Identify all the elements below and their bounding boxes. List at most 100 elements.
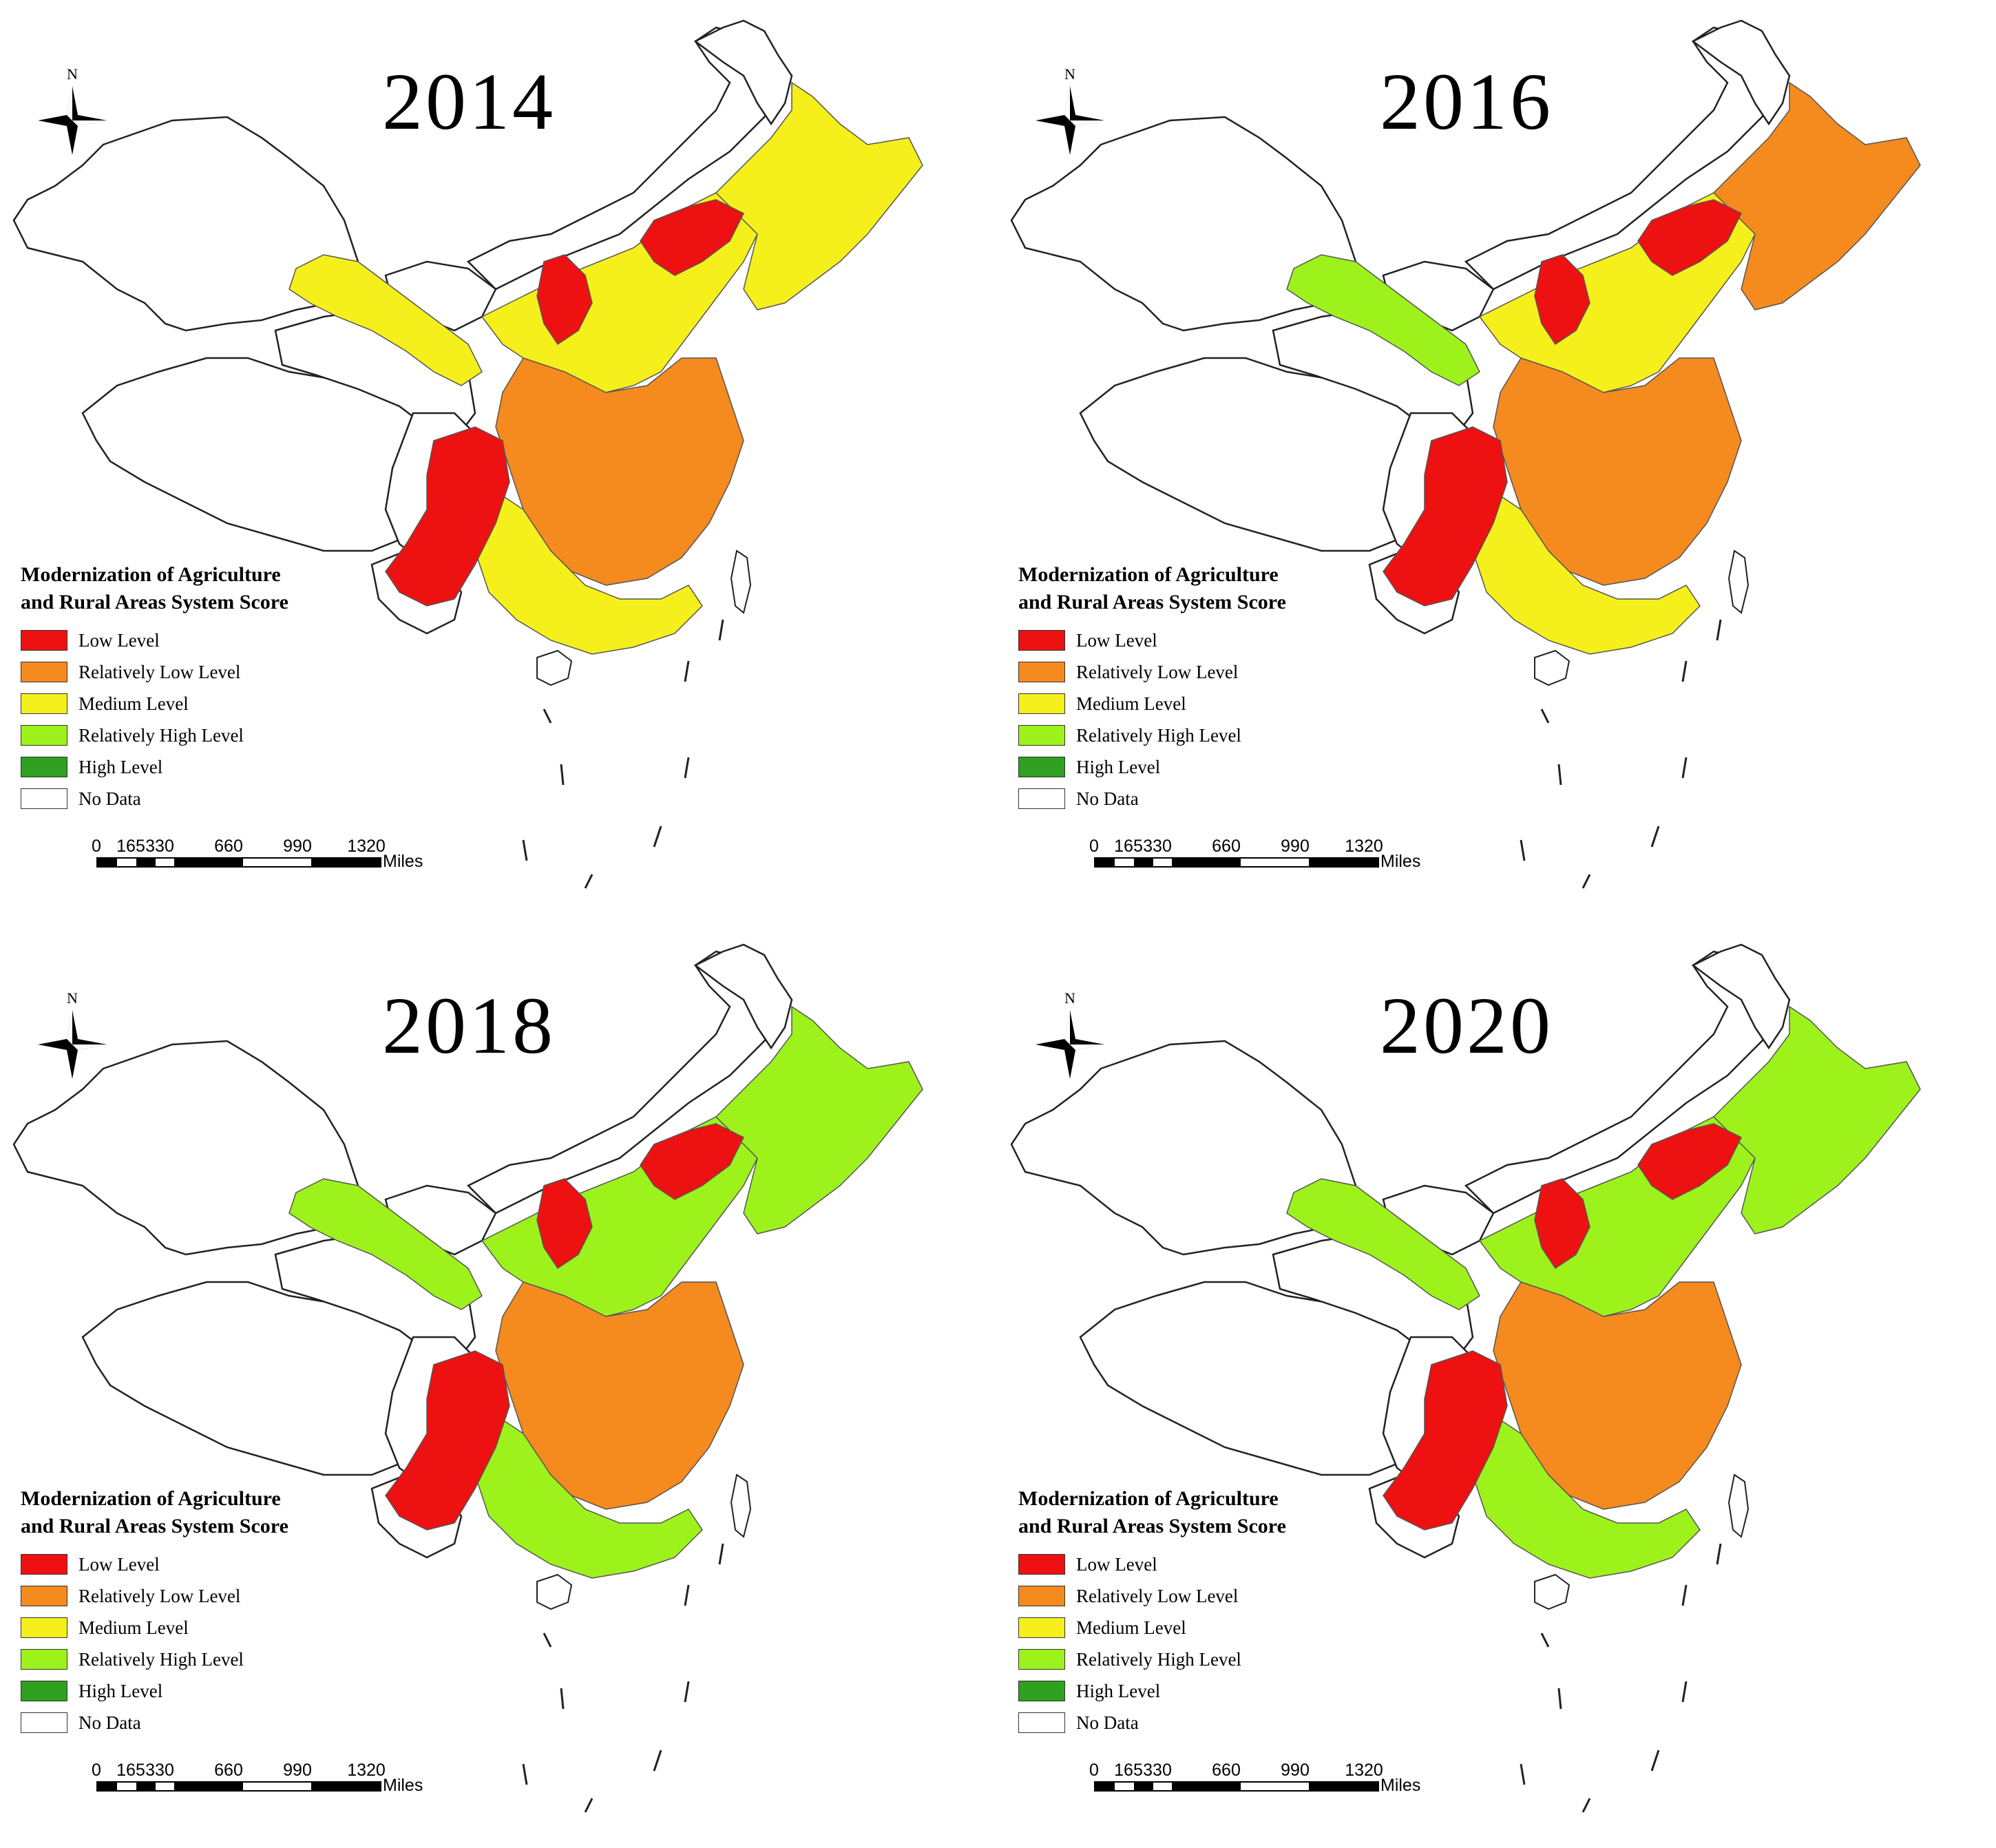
legend-title-line1: Modernization of Agriculture [21, 1487, 281, 1510]
region-northeast [715, 81, 923, 311]
legend-label: High Level [78, 756, 163, 777]
legend-label: No Data [78, 1712, 141, 1733]
region-east-central [1493, 1281, 1742, 1510]
region-northeast [1712, 1005, 1921, 1235]
legend-label: High Level [1076, 756, 1161, 777]
scale-tick-label: 660 [214, 1761, 243, 1780]
map-year-title: 2020 [1380, 980, 1553, 1071]
region-northeast [1712, 81, 1921, 311]
scale-tick-label: 1320 [347, 837, 386, 856]
region-east-central [495, 357, 744, 586]
legend-label: Low Level [78, 629, 160, 651]
legend-swatch [21, 1681, 67, 1701]
north-label: N [1064, 65, 1075, 83]
map-legend: Modernization of Agriculture and Rural A… [21, 561, 288, 815]
legend-label: Relatively High Level [1076, 1648, 1241, 1670]
legend-item-low: Low Level [21, 1548, 288, 1580]
map-legend: Modernization of Agriculture and Rural A… [21, 1485, 288, 1739]
region-xinjiang [12, 1040, 373, 1256]
scale-bar-graphic [1094, 1781, 1379, 1792]
region-hainan [536, 649, 573, 686]
south-sea-dashes [1520, 1543, 1722, 1813]
legend-swatch [21, 662, 67, 682]
legend-swatch [21, 1649, 67, 1670]
region-east-south [1472, 1405, 1701, 1579]
legend-label: Low Level [78, 1553, 160, 1575]
map-legend: Modernization of Agriculture and Rural A… [1018, 1485, 1286, 1739]
scale-tick-label: 990 [1281, 1761, 1310, 1780]
south-sea-dashes [522, 1543, 724, 1813]
legend-swatch [1018, 693, 1065, 714]
scale-tick-label: 660 [1212, 1761, 1241, 1780]
legend-item-relatively-high: Relatively High Level [1018, 720, 1286, 751]
south-sea-dashes [1520, 619, 1722, 889]
map-panel-2018: 2018 N Modernization of Agriculture and … [0, 924, 998, 1848]
map-panel-2016: 2016 N Modernization of Agriculture and … [998, 0, 1995, 924]
scale-tick-label: 0 [92, 1761, 101, 1780]
legend-item-high: High Level [21, 751, 288, 783]
region-north-arm [640, 1123, 745, 1200]
legend-item-relatively-low: Relatively Low Level [21, 656, 288, 688]
legend-title-line1: Modernization of Agriculture [1018, 1487, 1279, 1510]
region-xinjiang [1010, 1040, 1371, 1256]
legend-label: Relatively Low Level [78, 661, 241, 682]
legend-swatch [21, 1554, 67, 1575]
legend-swatch [21, 725, 67, 746]
legend-swatch [1018, 788, 1065, 809]
legend-swatch [1018, 1586, 1065, 1606]
region-north-arm [640, 199, 745, 276]
legend-item-medium: Medium Level [1018, 688, 1286, 720]
scale-tick-label: 990 [1281, 837, 1310, 856]
legend-label: High Level [1076, 1680, 1161, 1701]
legend-swatch [1018, 1681, 1065, 1701]
map-legend: Modernization of Agriculture and Rural A… [1018, 561, 1286, 815]
legend-label: Relatively High Level [1076, 724, 1241, 746]
legend-item-medium: Medium Level [21, 688, 288, 720]
legend-swatch [1018, 1712, 1065, 1733]
scale-unit-label: Miles [383, 1776, 423, 1795]
legend-item-medium: Medium Level [1018, 1612, 1286, 1644]
scale-tick-label: 165 [116, 837, 145, 856]
legend-label: High Level [78, 1680, 163, 1701]
legend-swatch [21, 788, 67, 809]
scale-tick-label: 1320 [347, 1761, 386, 1780]
region-heilongjiang-north [693, 943, 793, 1050]
region-southwest [1383, 1350, 1508, 1531]
legend-item-high: High Level [1018, 751, 1286, 783]
map-panel-2014: 2014 N Modernization of Agriculture and … [0, 0, 998, 924]
region-hainan [1534, 1573, 1570, 1610]
country-outline [12, 19, 923, 889]
legend-swatch [21, 693, 67, 714]
legend-item-relatively-high: Relatively High Level [21, 720, 288, 751]
north-label: N [67, 989, 78, 1007]
scale-bar-graphic [96, 1781, 381, 1792]
legend-item-no-data: No Data [21, 1707, 288, 1739]
north-arrow-icon: N [38, 989, 107, 1079]
map-year-title: 2018 [382, 980, 556, 1071]
scale-bar-graphic [1094, 857, 1379, 868]
legend-item-relatively-low: Relatively Low Level [21, 1580, 288, 1612]
region-heilongjiang-north [1691, 19, 1791, 126]
region-inner-strip [536, 254, 593, 346]
china-map [1010, 19, 1921, 889]
scale-tick-label: 990 [283, 1761, 312, 1780]
legend-swatch [21, 757, 67, 777]
legend-title-line2: and Rural Areas System Score [1018, 591, 1286, 613]
legend-label: Relatively Low Level [1076, 661, 1239, 682]
scale-tick-label: 330 [1143, 837, 1172, 856]
region-southwest [385, 426, 510, 607]
legend-swatch [1018, 1617, 1065, 1638]
region-east-south [1472, 481, 1701, 655]
region-hainan [536, 1573, 573, 1610]
region-heilongjiang-north [1691, 943, 1791, 1050]
north-arrow-icon: N [38, 65, 107, 155]
legend-item-no-data: No Data [1018, 1707, 1286, 1739]
scale-tick-label: 660 [1212, 837, 1241, 856]
legend-label: Relatively High Level [78, 724, 244, 746]
legend-swatch [1018, 757, 1065, 777]
china-map [12, 943, 923, 1813]
legend-title-line1: Modernization of Agriculture [21, 563, 281, 586]
legend-item-low: Low Level [21, 624, 288, 656]
legend-label: Relatively High Level [78, 1648, 244, 1670]
legend-swatch [21, 1617, 67, 1638]
